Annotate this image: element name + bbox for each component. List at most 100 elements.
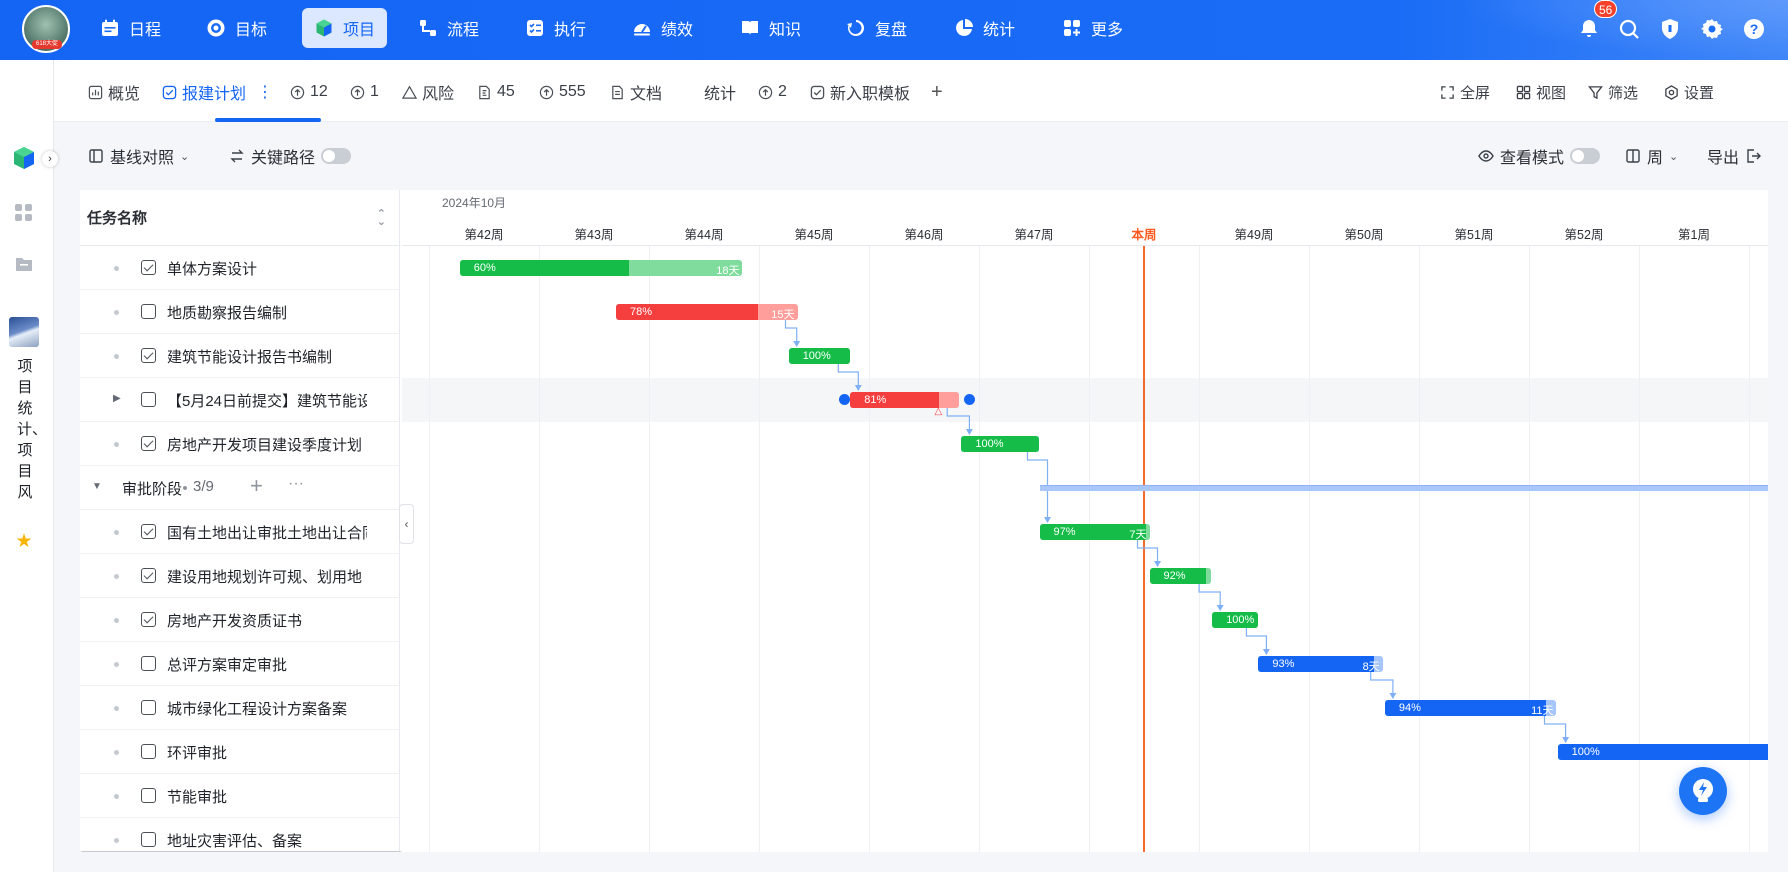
tab-5[interactable]: 风险 [402, 81, 454, 103]
task-row[interactable]: 地质勘察报告编制 [80, 290, 400, 334]
more-options-button[interactable]: ··· [288, 475, 304, 492]
gantt-bar[interactable]: 78% 15天 [616, 304, 798, 320]
task-row[interactable]: 城市绿化工程设计方案备案 [80, 686, 400, 730]
task-checkbox[interactable] [141, 348, 156, 363]
task-checkbox[interactable] [141, 436, 156, 451]
task-name[interactable]: 建设用地规划许可规、划用地 [167, 569, 363, 586]
tab-8[interactable]: 文档 [610, 81, 662, 103]
nav-item-8[interactable]: 复盘 [834, 8, 919, 48]
drag-handle[interactable] [964, 394, 976, 405]
gantt-bar[interactable]: 92% [1149, 568, 1212, 584]
task-row[interactable]: 环评审批 [80, 730, 400, 774]
add-task-button[interactable]: + [250, 473, 263, 498]
gear-icon[interactable] [1700, 17, 1724, 41]
help-icon[interactable]: ? [1742, 17, 1766, 41]
gantt-bar[interactable]: 100% [1557, 744, 1768, 760]
task-row[interactable]: 单体方案设计 [80, 246, 400, 290]
bell-icon[interactable] [1577, 17, 1601, 41]
task-row[interactable]: 建筑节能设计报告书编制 [80, 334, 400, 378]
nav-item-1[interactable]: 日程 [88, 8, 173, 48]
group-summary-bar[interactable] [1039, 485, 1768, 491]
tab-2[interactable]: 报建计划 ⋮ [162, 81, 273, 103]
task-checkbox[interactable] [141, 524, 156, 539]
caret-right-icon[interactable]: ▶ [113, 393, 121, 404]
export-button[interactable]: 导出 [1707, 145, 1762, 167]
nav-item-3[interactable]: 项目 [302, 8, 388, 48]
task-checkbox[interactable] [141, 744, 156, 759]
time-scale-dropdown[interactable]: 周 ⌄ [1625, 145, 1678, 167]
group-row[interactable]: ▼ 审批阶段 3/9 + ··· [80, 466, 400, 510]
task-name[interactable]: 建筑节能设计报告书编制 [167, 349, 333, 366]
gantt-bar[interactable]: 94% 11天 [1384, 700, 1557, 716]
task-name[interactable]: 总评方案审定审批 [167, 657, 288, 674]
nav-item-2[interactable]: 目标 [194, 8, 279, 48]
task-row[interactable]: 房地产开发项目建设季度计划 [80, 422, 400, 466]
task-name[interactable]: 环评审批 [167, 745, 228, 762]
task-checkbox[interactable] [141, 304, 156, 319]
task-row[interactable]: 总评方案审定审批 [80, 642, 400, 686]
nav-item-7[interactable]: 知识 [728, 8, 813, 48]
rail-expand-button[interactable]: › [42, 151, 58, 167]
nav-item-10[interactable]: 更多 [1050, 8, 1135, 48]
app-logo[interactable]: 618大促 [22, 5, 70, 53]
nav-item-6[interactable]: 绩效 [620, 8, 705, 48]
task-name[interactable]: 地质勘察报告编制 [167, 305, 288, 322]
task-name[interactable]: 【5月24日前提交】建筑节能设计审查 [167, 393, 367, 410]
nav-item-9[interactable]: 统计 [942, 8, 1027, 48]
gantt-bar[interactable]: 81% [850, 392, 960, 408]
task-checkbox[interactable] [141, 788, 156, 803]
tab-10[interactable]: 2 [758, 81, 787, 103]
task-name[interactable]: 城市绿化工程设计方案备案 [167, 701, 348, 718]
task-row[interactable]: 国有土地出让审批土地出让合同 [80, 510, 400, 554]
task-checkbox[interactable] [141, 700, 156, 715]
task-name[interactable]: 节能审批 [167, 789, 228, 806]
task-checkbox[interactable] [141, 832, 156, 847]
apps-grid-icon[interactable] [14, 203, 34, 223]
task-checkbox[interactable] [141, 612, 156, 627]
task-name[interactable]: 国有土地出让审批土地出让合同 [167, 525, 367, 542]
tab-action-2[interactable]: 视图 [1516, 81, 1566, 103]
project-cube-icon[interactable] [10, 144, 38, 172]
task-checkbox[interactable] [141, 392, 156, 407]
task-name-column-header[interactable]: 任务名称 ⌃ ⌄ [80, 190, 400, 246]
collapse-panel-button[interactable]: ‹ [399, 504, 414, 544]
gantt-bar[interactable]: 60% 18天 [459, 260, 743, 276]
star-icon[interactable]: ★ [15, 531, 33, 552]
task-checkbox[interactable] [141, 260, 156, 275]
gantt-bar[interactable]: 97% 7天 [1039, 524, 1150, 540]
assistant-fab-button[interactable] [1679, 767, 1727, 815]
view-mode-toggle[interactable] [1570, 148, 1601, 164]
shield-icon[interactable] [1658, 17, 1682, 41]
tab-3[interactable]: 12 [290, 81, 328, 103]
gantt-bar[interactable]: 100% [788, 348, 851, 364]
nav-item-4[interactable]: 流程 [406, 8, 491, 48]
baseline-compare-dropdown[interactable]: 基线对照 ⌄ [88, 145, 189, 167]
horizontal-scrollbar[interactable] [80, 851, 402, 852]
tab-action-1[interactable]: 全屏 [1440, 81, 1490, 103]
tab-action-4[interactable]: 设置 [1664, 81, 1714, 103]
nav-item-5[interactable]: 执行 [513, 8, 598, 48]
task-name[interactable]: 房地产开发资质证书 [167, 613, 303, 630]
tab-1[interactable]: 概览 [88, 81, 140, 103]
task-checkbox[interactable] [141, 568, 156, 583]
task-row[interactable]: ▶ 【5月24日前提交】建筑节能设计审查 [80, 378, 400, 422]
add-tab-button[interactable]: + [931, 80, 943, 103]
search-icon[interactable] [1617, 17, 1641, 41]
drag-handle[interactable] [839, 394, 851, 405]
tab-action-3[interactable]: 筛选 [1588, 81, 1638, 103]
task-name[interactable]: 房地产开发项目建设季度计划 [167, 437, 363, 454]
critical-path-toggle[interactable] [321, 148, 352, 164]
tab-7[interactable]: 555 [539, 81, 586, 103]
gantt-bar[interactable]: 93% 8天 [1258, 656, 1383, 672]
gantt-bar[interactable]: 100% [961, 436, 1040, 452]
tab-more-icon[interactable]: ⋮ [257, 84, 274, 101]
caret-down-icon[interactable]: ▼ [92, 481, 102, 492]
task-name[interactable]: 地址灾害评估、备案 [167, 833, 303, 850]
task-row[interactable]: 地址灾害评估、备案 [80, 818, 400, 852]
tab-9[interactable]: 统计 [684, 81, 736, 103]
task-row[interactable]: 建设用地规划许可规、划用地 [80, 554, 400, 598]
task-row[interactable]: 节能审批 [80, 774, 400, 818]
tab-11[interactable]: 新入职模板 [810, 81, 910, 103]
folder-icon[interactable] [14, 254, 34, 274]
task-row[interactable]: 房地产开发资质证书 [80, 598, 400, 642]
